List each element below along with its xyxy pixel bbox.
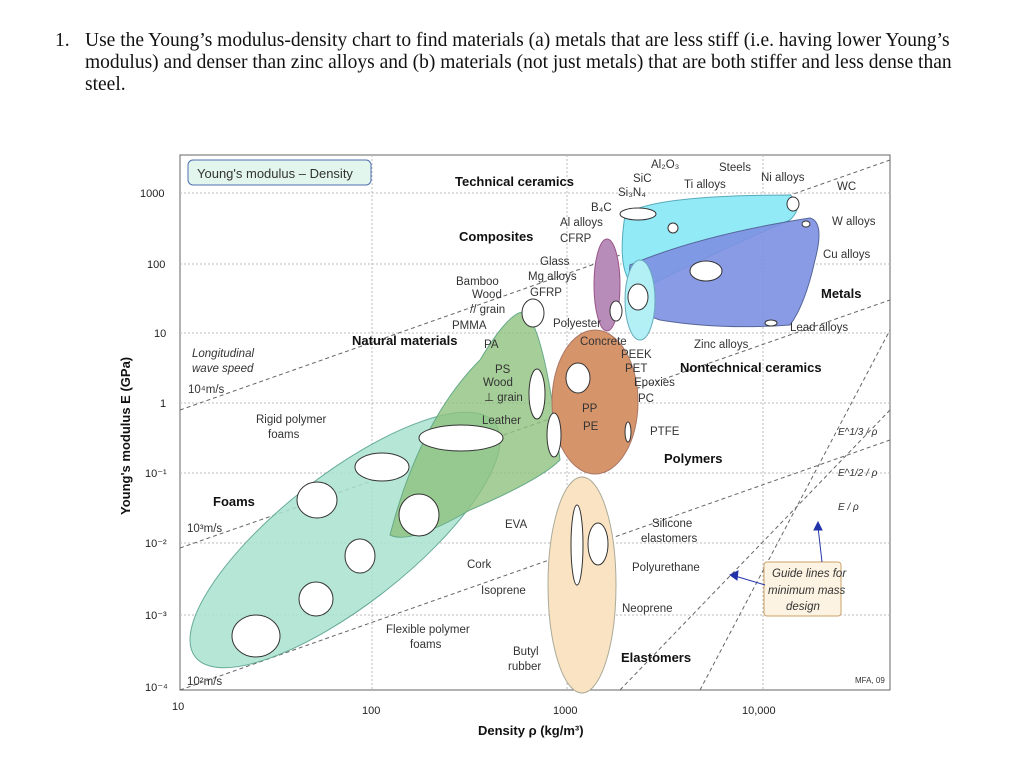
- material-label: Wood: [472, 289, 502, 301]
- family-label: Composites: [459, 229, 533, 244]
- material-label: Cu alloys: [823, 249, 871, 261]
- material-label: elastomers: [641, 533, 697, 545]
- guide-lines: [179, 159, 891, 691]
- material-label: Zinc alloys: [694, 339, 749, 351]
- material-label: PS: [495, 364, 511, 376]
- wave-speed-value: 10²m/s: [187, 676, 222, 688]
- credit: MFA, 09: [855, 676, 885, 685]
- material-label: Isoprene: [481, 585, 526, 597]
- guide-box: [763, 561, 842, 617]
- x-axis-label: Density ρ (kg/m³): [478, 723, 584, 738]
- material-label: Si₃N₄: [618, 187, 646, 199]
- material-label: foams: [268, 429, 300, 441]
- y-tick: 100: [147, 259, 165, 271]
- y-tick: 10⁻³: [145, 610, 167, 622]
- material-label: Silicone: [652, 518, 692, 530]
- material-label: // grain: [470, 304, 505, 316]
- material-label: Flexible polymer: [386, 624, 470, 636]
- question-number: 1.: [55, 30, 70, 51]
- material-label: Al₂O₃: [651, 159, 680, 171]
- material-label: Mg alloys: [528, 271, 577, 283]
- y-axis-label: Young's modulus E (GPa): [118, 357, 133, 515]
- y-tick: 1: [160, 398, 166, 410]
- material-label: Polyester: [553, 318, 601, 330]
- material-label: W alloys: [832, 216, 876, 228]
- x-tick: 10: [172, 701, 184, 713]
- material-label: WC: [837, 181, 856, 193]
- x-tick: 10,000: [742, 705, 776, 717]
- guide-label: E^1/2 / ρ: [838, 468, 878, 479]
- material-label: Ti alloys: [684, 179, 726, 191]
- material-label: Glass: [540, 256, 570, 268]
- family-label: Foams: [213, 494, 255, 509]
- material-label: Neoprene: [622, 603, 673, 615]
- family-label: Elastomers: [621, 650, 691, 665]
- question-text: Use the Young’s modulus-density chart to…: [85, 30, 952, 95]
- material-label: foams: [410, 639, 442, 651]
- material-label: EVA: [505, 519, 527, 531]
- material-label: PE: [583, 421, 599, 433]
- guide-label: E / ρ: [838, 502, 859, 513]
- material-label: PA: [484, 339, 499, 351]
- x-tick: 100: [362, 705, 380, 717]
- guide-box-text: design: [786, 601, 820, 613]
- material-label: Ni alloys: [761, 172, 805, 184]
- material-label: rubber: [508, 661, 541, 673]
- material-label: SiC: [633, 173, 652, 185]
- y-tick: 10⁻⁴: [145, 682, 168, 694]
- material-label: Cork: [467, 559, 492, 571]
- metals-region: [628, 217, 820, 328]
- material-label: PMMA: [452, 320, 487, 332]
- material-label: GFRP: [530, 287, 562, 299]
- material-label: Leather: [482, 415, 521, 427]
- y-tick: 10⁻¹: [145, 468, 167, 480]
- family-label: Technical ceramics: [455, 174, 574, 189]
- material-label: Polyurethane: [632, 562, 700, 574]
- material-label: CFRP: [560, 233, 592, 245]
- wave-speed-value: 10⁴m/s: [188, 384, 225, 396]
- material-label: Steels: [719, 162, 751, 174]
- material-label: Bamboo: [456, 276, 499, 288]
- material-label: PC: [638, 393, 654, 405]
- material-bubbles: [231, 196, 811, 658]
- material-label: Butyl: [513, 646, 539, 658]
- chart-title-box: [187, 159, 372, 186]
- family-label: Metals: [821, 286, 861, 301]
- guide-box-text: Guide lines for: [772, 568, 847, 580]
- elastomers-region: [547, 476, 617, 694]
- material-label: B₄C: [591, 202, 612, 214]
- y-tick: 10: [154, 328, 166, 340]
- material-label: Al alloys: [560, 217, 603, 229]
- material-label: PEEK: [621, 349, 652, 361]
- guide-label: E^1/3 / ρ: [838, 427, 878, 438]
- family-label: Polymers: [664, 451, 723, 466]
- wave-speed-value: 10³m/s: [187, 523, 222, 535]
- y-tick: 10⁻²: [145, 538, 167, 550]
- chart-title: Young's modulus – Density: [197, 166, 353, 181]
- material-label: PET: [625, 363, 647, 375]
- x-tick: 1000: [553, 705, 577, 717]
- guide-arrows: [729, 520, 823, 586]
- material-label: Concrete: [580, 336, 627, 348]
- question: 1. Use the Young’s modulus-density chart…: [55, 30, 955, 96]
- material-labels: Al₂O₃ SiC Si₃N₄ B₄C Steels Ti alloys Ni …: [256, 159, 876, 673]
- material-label: Lead alloys: [790, 322, 848, 334]
- material-label: ⊥ grain: [484, 392, 523, 404]
- material-label: Epoxies: [634, 377, 675, 389]
- y-tick: 1000: [140, 188, 164, 200]
- material-label: Wood: [483, 377, 513, 389]
- material-label: Rigid polymer: [256, 414, 326, 426]
- wave-speed-label: Longitudinal: [192, 348, 254, 360]
- family-label: Nontechnical ceramics: [680, 360, 822, 375]
- material-label: PP: [582, 403, 598, 415]
- natural-materials-region: [389, 311, 561, 538]
- guide-box-text: minimum mass: [768, 585, 846, 597]
- material-label: PTFE: [650, 426, 680, 438]
- family-label: Natural materials: [352, 333, 458, 348]
- wave-speed-label: wave speed: [192, 363, 254, 375]
